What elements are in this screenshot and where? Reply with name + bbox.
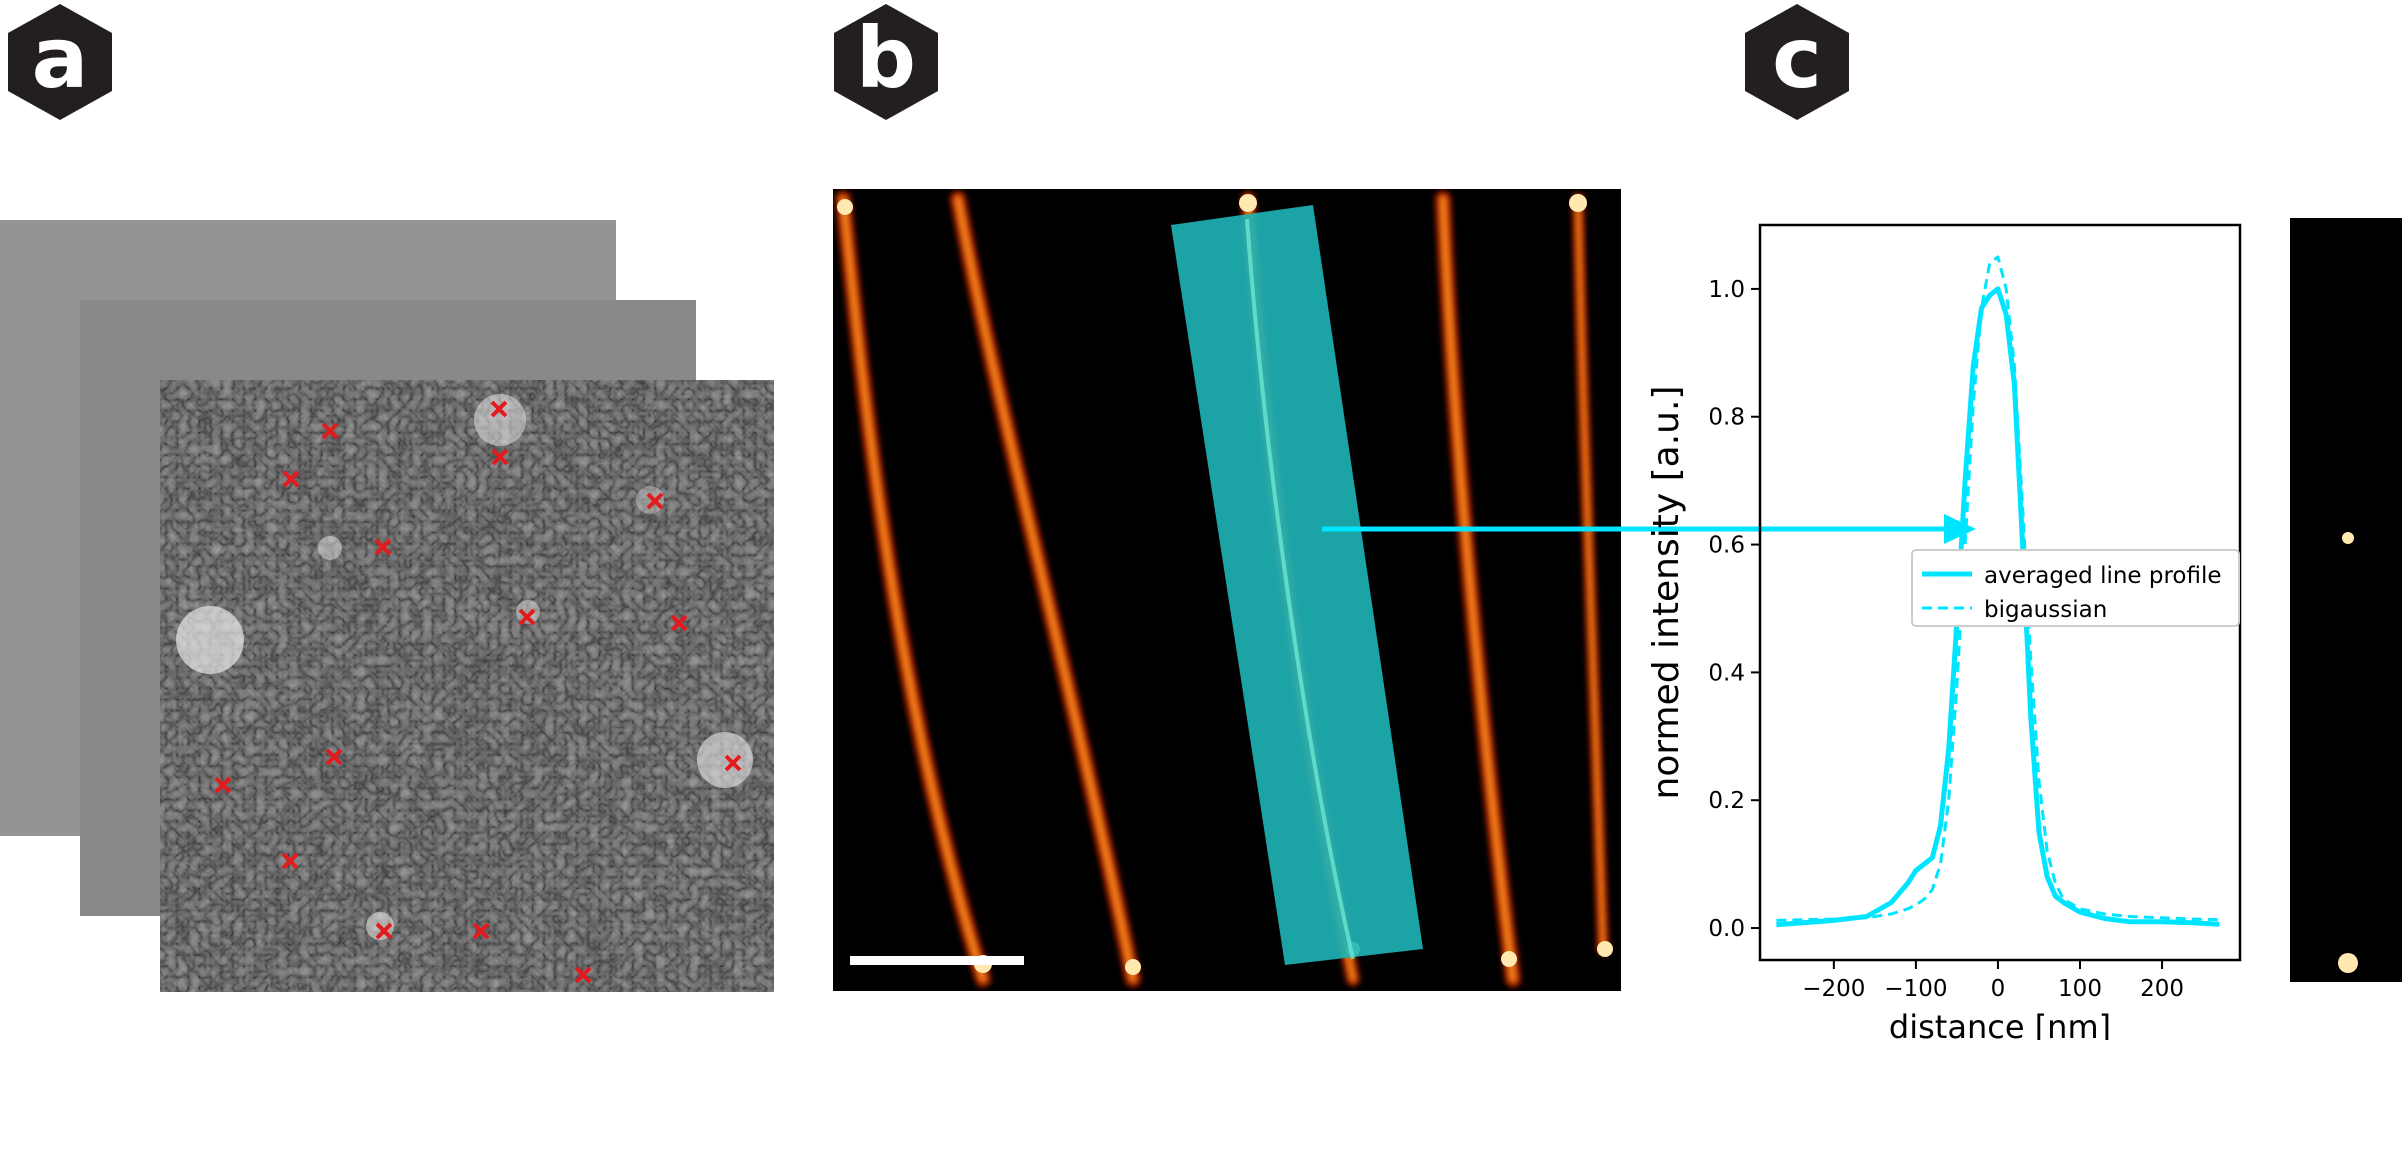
marker-x-icon	[214, 776, 232, 794]
marker-x-icon	[574, 966, 592, 984]
marker-x-icon	[325, 748, 343, 766]
hexagon-icon	[8, 4, 112, 120]
panel-b-label-badge: b	[826, 2, 946, 122]
crop-bright-punctum	[2338, 953, 2358, 973]
filament-crop-svg	[2290, 218, 2402, 982]
x-tick-label: 200	[2140, 976, 2184, 1002]
y-tick-label: 1.0	[1708, 277, 1745, 303]
hexagon-icon	[834, 4, 938, 120]
hex-shape	[8, 4, 112, 120]
panel-c-label-badge: c	[1737, 2, 1857, 122]
panel-b-reconstruction	[833, 189, 1621, 991]
marker-x-icon	[724, 754, 742, 772]
panel-a-frame-stack	[0, 0, 800, 1000]
legend-box	[1911, 549, 2240, 627]
line-profile-chart: −200 −100 0 100 200 0.0 0.2 0.4 0.6 0.8 1.0 distan…	[1646, 223, 2242, 1040]
marker-x-icon	[321, 422, 339, 440]
x-tick-label: −200	[1802, 976, 1865, 1002]
hex-shape	[834, 4, 938, 120]
tick-group: −200 −100 0 100 200 0.0 0.2 0.4 0.6 0.8 1.0	[1708, 277, 2184, 1002]
series-group	[1776, 255, 2220, 928]
panel-a-label-badge: a	[0, 2, 120, 122]
hexagon-icon	[1745, 4, 1849, 120]
x-tick-label: −100	[1884, 976, 1947, 1002]
panel-a-label: a	[31, 9, 89, 107]
y-tick-label: 0.8	[1708, 405, 1745, 431]
legend-label-series-2: bigaussian	[1984, 597, 2107, 623]
scale-bar	[850, 956, 1024, 965]
y-tick-label: 0.6	[1708, 533, 1745, 559]
legend: averaged line profile bigaussian	[1911, 549, 2240, 627]
marker-x-icon	[374, 538, 392, 556]
localization-markers	[214, 400, 742, 984]
filament-straightened-crop	[2290, 218, 2402, 982]
legend-label-series-1: averaged line profile	[1984, 563, 2222, 589]
bright-spots	[176, 394, 753, 940]
marker-x-icon	[646, 492, 664, 510]
panel-c-label: c	[1772, 9, 1822, 107]
crop-bright-punctum	[2342, 532, 2354, 544]
hex-shape	[1745, 4, 1849, 120]
y-tick-label: 0.0	[1708, 916, 1745, 942]
front-frame-texture	[160, 380, 774, 992]
series-line-2	[1776, 255, 2220, 922]
y-tick-label: 0.2	[1708, 788, 1745, 814]
y-tick-label: 0.4	[1708, 660, 1745, 686]
marker-x-icon	[281, 852, 299, 870]
marker-x-icon	[490, 400, 508, 418]
roi-overlay[interactable]	[1171, 205, 1423, 965]
y-axis-label: normed intensity [a.u.]	[1646, 386, 1687, 800]
marker-x-icon	[375, 922, 393, 940]
panel-b-label: b	[855, 9, 917, 107]
marker-x-icon	[472, 922, 490, 940]
series-line-1	[1776, 286, 2220, 928]
x-axis-label: distance [nm]	[1889, 1008, 2111, 1040]
roi-filament	[1245, 218, 1355, 960]
marker-x-icon	[670, 614, 688, 632]
frame-stack-svg	[0, 220, 774, 992]
marker-x-icon	[518, 608, 536, 626]
marker-x-icon	[491, 448, 509, 466]
reconstruction-svg	[833, 189, 1621, 991]
x-tick-label: 100	[2058, 976, 2102, 1002]
x-tick-label: 0	[1991, 976, 2006, 1002]
marker-x-icon	[282, 470, 300, 488]
